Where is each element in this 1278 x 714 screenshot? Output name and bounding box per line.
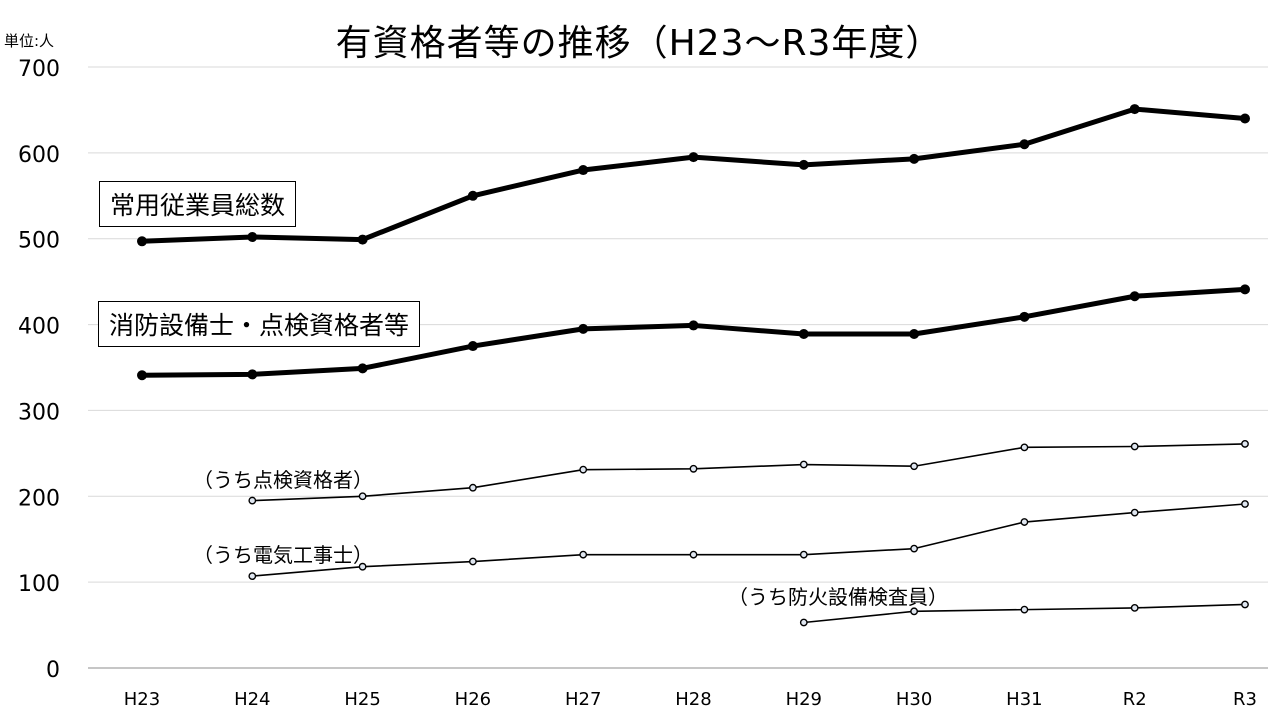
data-point [358,562,367,571]
data-point [799,618,808,627]
series-0 [137,104,1250,247]
series-label-inspectors: （うち点検資格者） [193,468,373,492]
y-tick-label: 600 [18,143,60,168]
data-point [689,464,698,473]
data-point [1129,104,1140,115]
x-tick-label: R3 [1233,689,1257,710]
data-point [910,462,918,471]
series-line [251,443,1246,502]
data-point [798,329,809,340]
series-2 [248,440,1249,505]
data-point [357,363,368,374]
chart-title: 有資格者等の推移（H23～R3年度） [335,23,943,64]
data-point [579,550,588,559]
data-point [357,234,368,245]
data-point [1019,139,1030,150]
series-line [251,503,1246,577]
data-point [578,323,589,334]
data-point [579,465,588,474]
data-point [247,231,258,242]
y-tick-label: 700 [18,57,60,82]
data-point [688,152,699,163]
data-point [798,159,809,170]
x-tick-label: H27 [565,689,601,710]
data-point [137,236,147,247]
data-point [1020,605,1029,614]
series-label-fire-inspectors: （うち防火設備検査員） [728,585,948,609]
series-4 [799,600,1249,627]
series-label-qualified: 消防設備士・点検資格者等 [98,301,421,347]
y-tick-label: 300 [18,400,60,425]
x-tick-label: H30 [896,689,932,710]
data-point [688,320,699,331]
series-label-employees: 常用従業員総数 [99,181,297,227]
data-point [910,607,918,616]
data-point [468,557,477,566]
x-axis-ticks: H23 H24 H25 H26 H27 H28 H29 H30 H31 R2 R3 [124,689,1257,710]
data-point [248,496,257,505]
data-point [467,341,478,352]
data-point [1241,440,1249,448]
data-point [467,190,478,201]
data-point [1241,500,1249,508]
data-point [468,483,477,492]
x-tick-label: H23 [124,689,160,710]
y-tick-label: 0 [46,658,60,683]
data-point [1240,284,1250,295]
y-tick-label: 500 [18,229,60,254]
data-point [909,153,920,164]
data-point [910,544,918,553]
x-tick-label: H25 [344,689,380,710]
data-point [1130,442,1139,451]
data-point [1240,113,1250,124]
series-label-electricians: （うち電気工事士） [193,543,373,567]
data-point [1019,311,1030,322]
x-tick-label: H26 [455,689,491,710]
series-group [137,104,1250,627]
data-point [1241,600,1249,609]
data-point [1130,604,1139,612]
series-3 [248,500,1249,581]
x-tick-label: H31 [1006,689,1042,710]
unit-label: 単位:人 [4,32,55,50]
data-point [1020,443,1029,452]
y-axis-ticks: 0 100 200 300 400 500 600 700 [18,57,60,683]
y-tick-label: 100 [18,572,60,597]
data-point [1020,518,1029,526]
x-tick-label: H29 [786,689,822,710]
data-point [358,492,367,501]
x-tick-label: R2 [1123,689,1147,710]
series-1 [137,284,1250,381]
data-point [578,165,589,176]
data-point [799,550,808,559]
data-point [137,370,147,381]
data-point [909,329,920,340]
x-tick-label: H24 [234,689,270,710]
x-tick-label: H28 [675,689,711,710]
data-point [689,550,698,559]
series-line [139,106,1248,244]
data-point [799,460,808,469]
data-point [247,369,258,380]
data-point [1130,508,1139,517]
data-point [248,572,257,581]
y-tick-label: 400 [18,315,60,340]
data-point [1129,291,1140,302]
y-tick-label: 200 [18,486,60,511]
